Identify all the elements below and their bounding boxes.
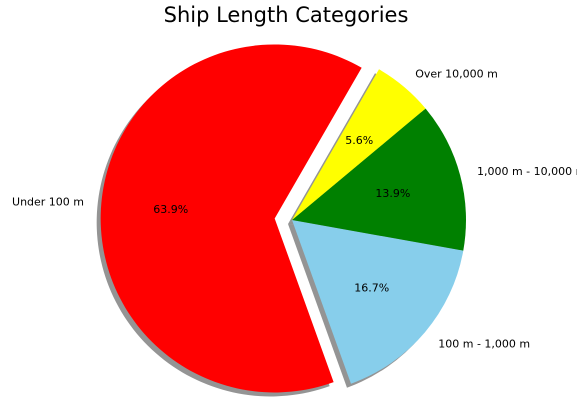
slice-percent-1-000-m-10-000-m: 13.9%: [375, 187, 410, 200]
slice-label-over-10-000-m: Over 10,000 m: [415, 68, 498, 81]
slice-percent-under-100-m: 63.9%: [153, 203, 188, 216]
slice-percent-over-10-000-m: 5.6%: [345, 134, 373, 147]
slice-label-1-000-m-10-000-m: 1,000 m - 10,000 m: [477, 165, 577, 178]
chart-title: Ship Length Categories: [164, 3, 409, 27]
slice-label-100-m-1-000-m: 100 m - 1,000 m: [438, 337, 530, 350]
slice-label-under-100-m: Under 100 m: [12, 195, 84, 208]
slice-percent-100-m-1-000-m: 16.7%: [354, 281, 389, 294]
pie-slices: [101, 44, 466, 392]
